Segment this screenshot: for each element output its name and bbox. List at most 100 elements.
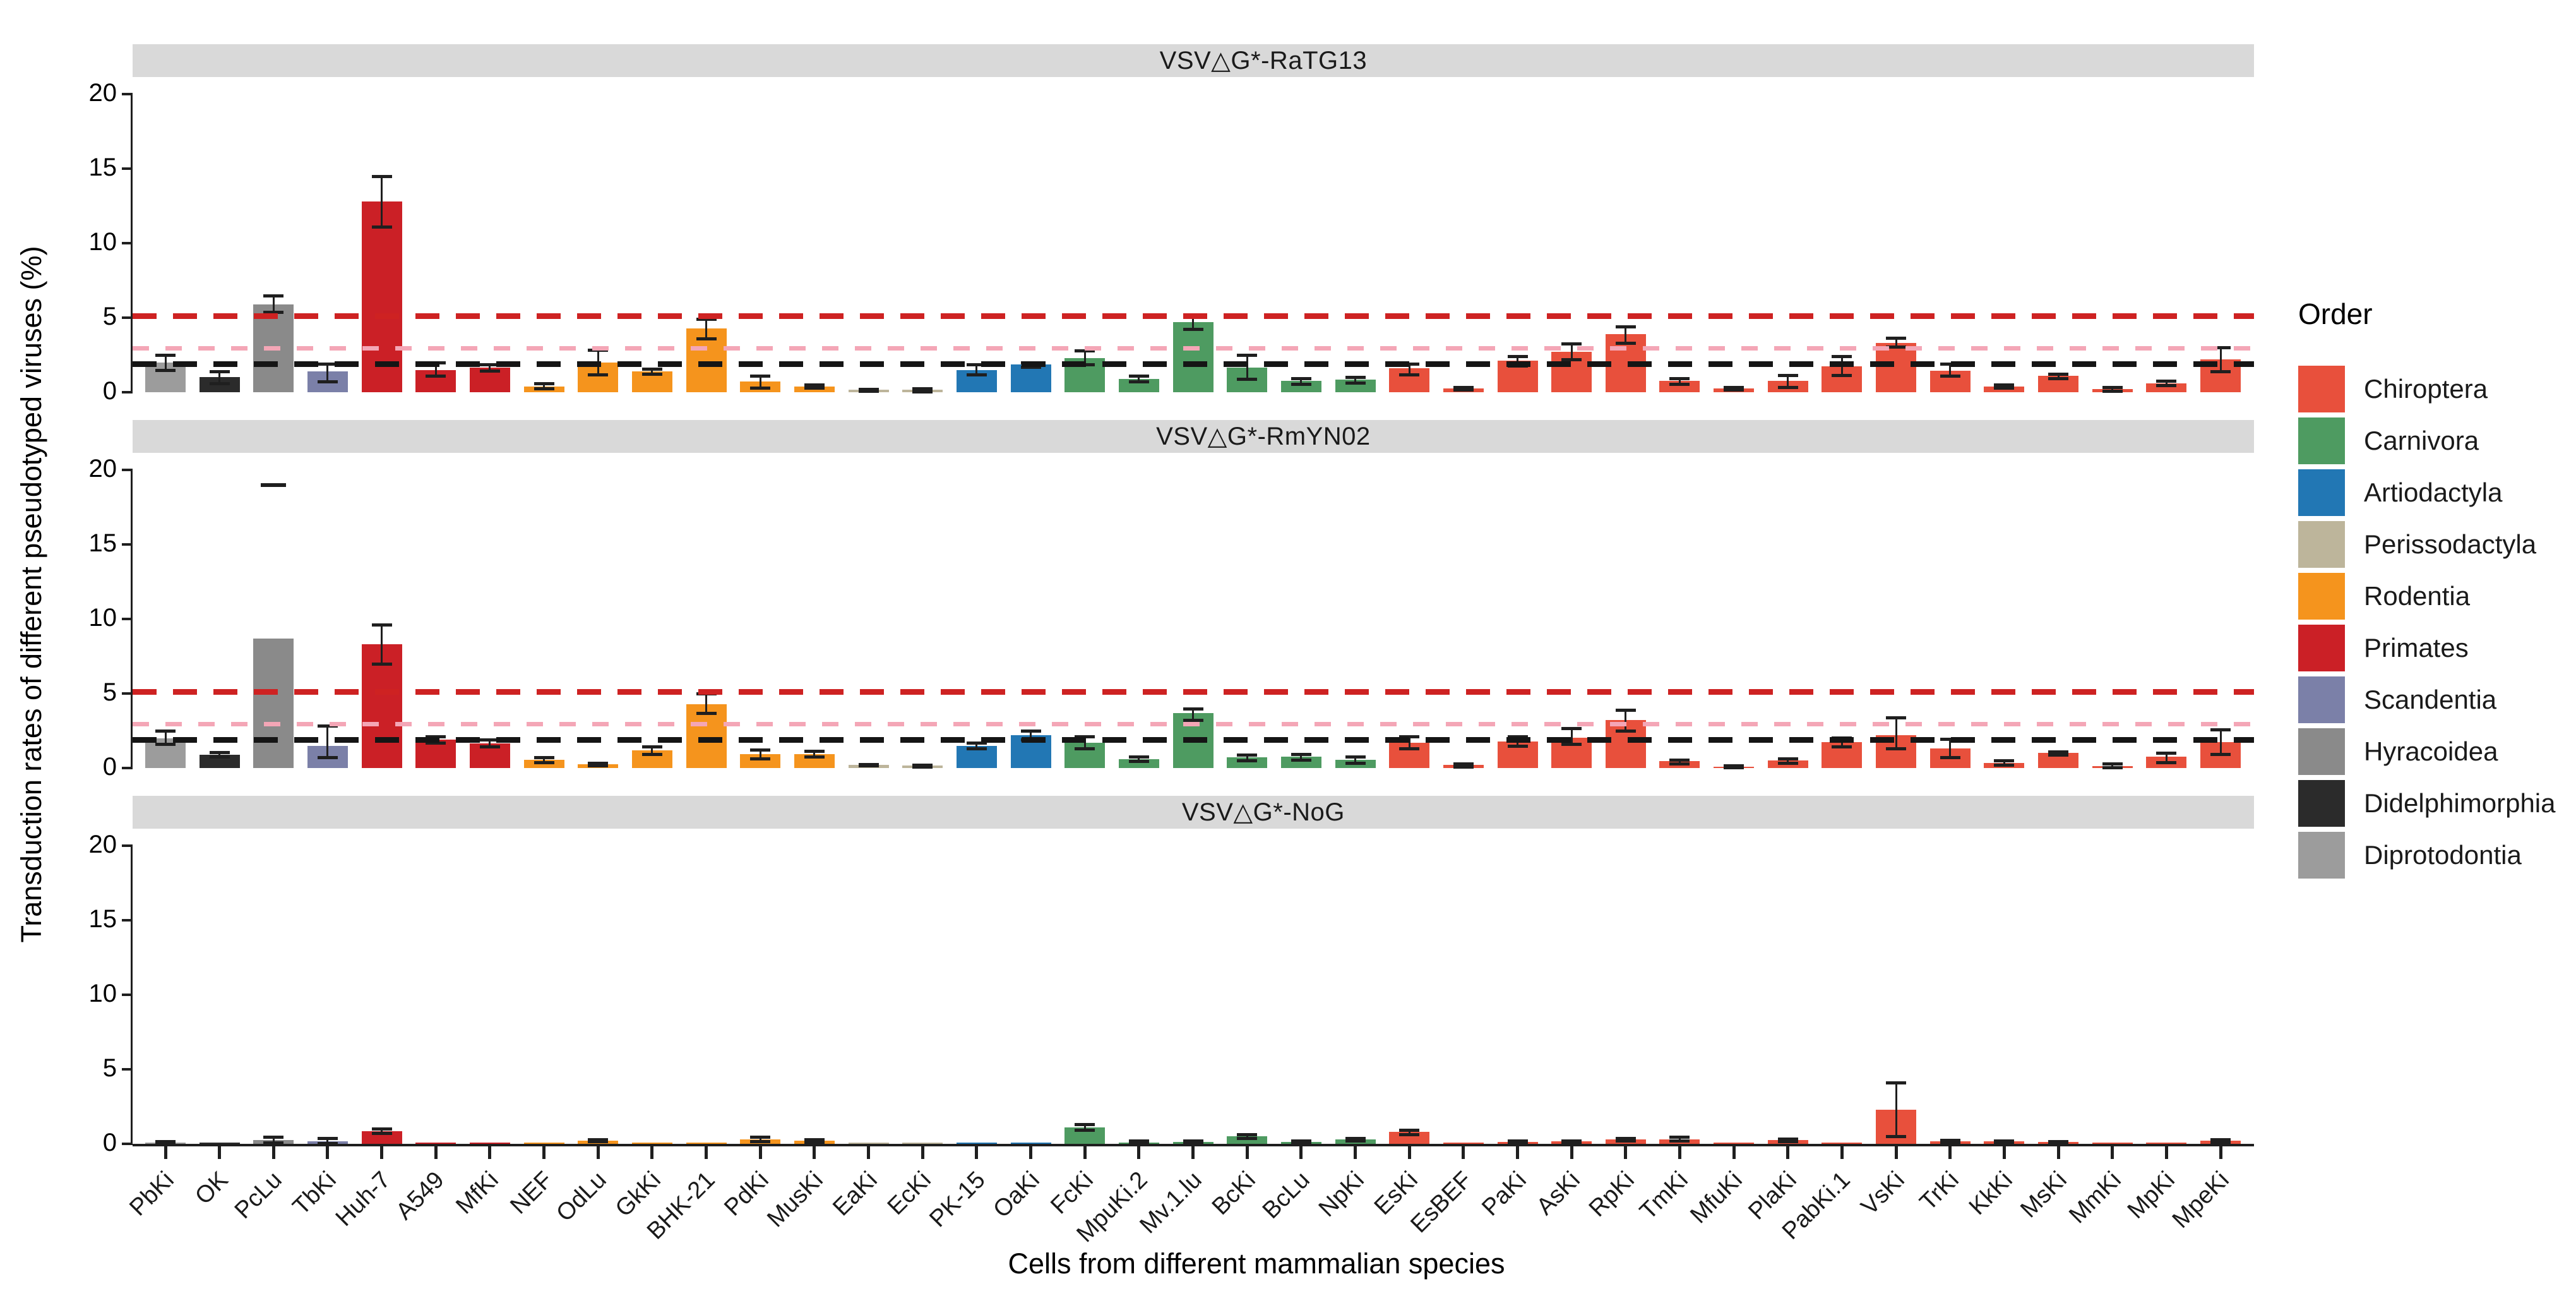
error-bar-stem bbox=[381, 176, 383, 227]
order-legend: Order Chiroptera Carnivora Artiodactyla Per… bbox=[2291, 297, 2568, 879]
error-bar-cap-top bbox=[1669, 1136, 1690, 1139]
y-tick-label: 20 bbox=[88, 79, 117, 107]
legend-swatch-carnivora bbox=[2298, 417, 2345, 464]
legend-swatch-chiroptera bbox=[2298, 366, 2345, 412]
error-bar-cap-bottom bbox=[1507, 1141, 1528, 1145]
legend-label: Rodentia bbox=[2364, 581, 2471, 611]
error-bar-cap-bottom bbox=[858, 764, 879, 768]
y-tick-label: 10 bbox=[88, 980, 117, 1007]
error-bar-stem bbox=[1083, 736, 1086, 749]
error-bar-cap-bottom bbox=[426, 375, 446, 378]
error-bar-cap-top bbox=[1615, 708, 1636, 712]
error-bar-stem bbox=[1895, 717, 1897, 749]
y-tick bbox=[122, 543, 133, 546]
error-bar-cap-bottom bbox=[1075, 747, 1095, 751]
error-bar-stem bbox=[1570, 728, 1573, 745]
error-bar-cap-bottom bbox=[696, 711, 717, 715]
y-tick bbox=[122, 767, 133, 769]
error-bar-cap-bottom bbox=[750, 1140, 771, 1144]
error-bar-cap-top bbox=[1994, 759, 2015, 763]
bar-MfuKi bbox=[1714, 1143, 1755, 1144]
legend-swatch-rodentia bbox=[2298, 573, 2345, 620]
error-bar-cap-bottom bbox=[155, 368, 176, 372]
x-tick bbox=[1678, 1146, 1681, 1159]
legend-swatch-scandentia bbox=[2298, 676, 2345, 723]
legend-item-diprotodontia: Diprotodontia bbox=[2298, 832, 2563, 879]
x-tick bbox=[1299, 1146, 1303, 1159]
facet-strip: VSV△G*-RaTG13 bbox=[133, 44, 2254, 77]
legend-item-rodentia: Rodentia bbox=[2298, 573, 2563, 620]
error-bar-cap-bottom bbox=[1453, 765, 1474, 769]
error-bar-cap-bottom bbox=[1940, 375, 1960, 378]
error-bar-cap-bottom bbox=[2048, 1141, 2069, 1145]
error-bar-stem bbox=[543, 383, 546, 389]
x-tick bbox=[164, 1146, 167, 1159]
error-bar-cap-top bbox=[2048, 1139, 2069, 1143]
x-tick bbox=[1516, 1146, 1519, 1159]
error-bar-cap-bottom bbox=[1832, 745, 1852, 748]
x-tick bbox=[488, 1146, 492, 1159]
error-bar-stem bbox=[1246, 754, 1248, 761]
error-bar-cap-top bbox=[1994, 1139, 2015, 1143]
error-bar-cap-bottom bbox=[155, 743, 176, 747]
legend-title: Order bbox=[2298, 297, 2373, 330]
x-tick bbox=[542, 1146, 546, 1159]
error-bar-cap-top bbox=[1832, 355, 1852, 359]
error-bar-cap-top bbox=[2048, 372, 2069, 376]
error-bar-cap-top bbox=[263, 294, 284, 297]
bar-BHK-21 bbox=[686, 1143, 727, 1144]
error-bar-cap-bottom bbox=[1886, 1135, 1907, 1139]
error-bar-cap-top bbox=[2210, 728, 2231, 731]
threshold-line bbox=[133, 345, 2254, 351]
legend-swatch-artiodactyla bbox=[2298, 469, 2345, 516]
error-bar-cap-top bbox=[1291, 752, 1311, 756]
x-tick bbox=[1786, 1146, 1790, 1159]
legend-label: Primates bbox=[2364, 633, 2469, 663]
error-bar-cap-bottom bbox=[1237, 759, 1258, 763]
error-bar-cap-bottom bbox=[1345, 381, 1366, 385]
bar-Huh-7 bbox=[361, 201, 402, 392]
error-bar-cap-top bbox=[1886, 336, 1907, 340]
error-bar-cap-top bbox=[1128, 755, 1149, 759]
error-bar-cap-bottom bbox=[1453, 388, 1474, 392]
y-tick-label: 20 bbox=[88, 831, 117, 858]
error-bar-cap-bottom bbox=[1345, 1139, 1366, 1143]
error-bar-stem bbox=[1300, 378, 1303, 385]
error-bar-stem bbox=[1246, 355, 1248, 379]
error-bar-cap-bottom bbox=[1183, 719, 1203, 723]
error-bar-cap-bottom bbox=[371, 662, 392, 666]
error-bar-stem bbox=[1787, 758, 1789, 763]
x-tick bbox=[650, 1146, 654, 1159]
error-bar-cap-bottom bbox=[1128, 1141, 1149, 1145]
legend-swatch-perissodactyla bbox=[2298, 521, 2345, 568]
bar-VsKi bbox=[1876, 343, 1917, 392]
y-tick bbox=[122, 692, 133, 695]
bar-MmKi bbox=[2092, 1142, 2133, 1144]
error-bar-stem bbox=[1138, 376, 1140, 382]
error-bar-stem bbox=[272, 295, 275, 312]
error-bar-cap-top bbox=[1453, 385, 1474, 389]
facet-strip-title: VSV△G*-NoG bbox=[1181, 798, 1345, 826]
error-bar-cap-bottom bbox=[804, 755, 825, 759]
error-bar-cap-top bbox=[1237, 1133, 1258, 1137]
legend-swatch-primates bbox=[2298, 625, 2345, 671]
error-bar-stem bbox=[2219, 347, 2222, 371]
bar-NEF bbox=[523, 1143, 564, 1144]
error-bar-cap-bottom bbox=[1507, 744, 1528, 748]
error-bar-cap-bottom bbox=[1399, 1132, 1420, 1136]
error-bar-stem bbox=[1354, 377, 1357, 383]
error-bar-stem bbox=[759, 749, 761, 759]
error-bar-cap-bottom bbox=[1777, 761, 1798, 765]
error-bar-cap-bottom bbox=[750, 757, 771, 760]
error-bar-cap-bottom bbox=[696, 337, 717, 341]
error-bar-cap-bottom bbox=[1777, 385, 1798, 389]
error-bar-cap-bottom bbox=[1291, 759, 1311, 762]
error-bar-cap-bottom bbox=[804, 1141, 825, 1144]
x-tick bbox=[326, 1146, 330, 1159]
legend-item-primates: Primates bbox=[2298, 625, 2563, 671]
legend-item-artiodactyla: Artiodactyla bbox=[2298, 469, 2563, 516]
error-bar-cap-bottom bbox=[426, 741, 446, 745]
error-bar-cap-top bbox=[1345, 1136, 1366, 1140]
error-bar-cap-bottom bbox=[1994, 1141, 2015, 1145]
error-bar-stem bbox=[759, 1137, 761, 1142]
